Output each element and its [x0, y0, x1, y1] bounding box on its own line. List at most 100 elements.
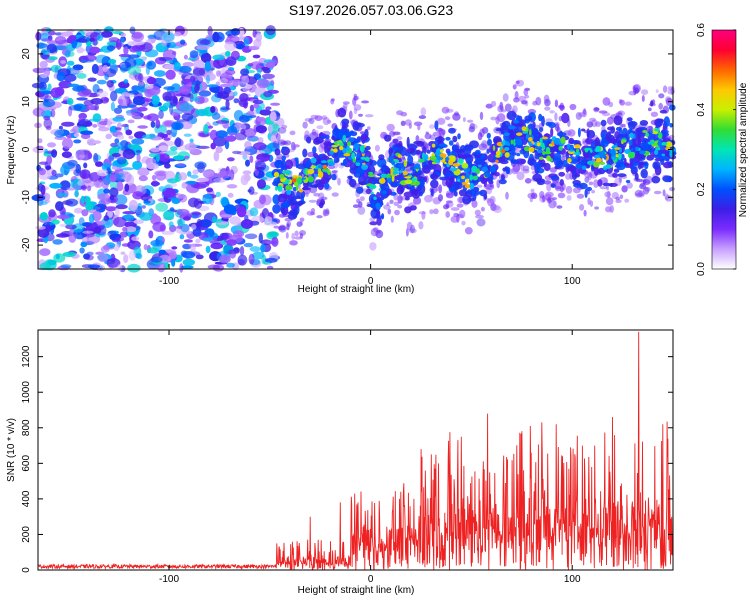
noise-cell	[90, 98, 104, 105]
halo-cell	[310, 208, 316, 213]
noise-cell	[107, 59, 117, 64]
noise-cell	[173, 32, 182, 37]
signal-cell	[397, 146, 407, 157]
noise-cell	[233, 91, 238, 96]
peak-cell	[297, 177, 302, 184]
halo-cell	[615, 196, 621, 201]
halo-cell	[393, 201, 400, 206]
noise-cell	[162, 32, 175, 42]
noise-cell	[128, 199, 138, 211]
noise-cell	[205, 245, 211, 254]
noise-cell	[83, 54, 97, 62]
noise-cell	[183, 239, 193, 243]
noise-cell	[87, 77, 97, 82]
signal-cell	[615, 126, 622, 132]
signal-cell	[422, 164, 431, 174]
halo-cell	[662, 85, 668, 93]
halo-cell	[299, 230, 306, 236]
peak-cell	[439, 149, 444, 153]
noise-cell	[103, 215, 110, 222]
halo-cell	[572, 187, 581, 194]
peak-cell	[375, 202, 381, 210]
peak-cell	[569, 149, 575, 152]
noise-cell	[71, 38, 77, 49]
noise-cell	[107, 230, 118, 238]
signal-cell	[466, 189, 473, 195]
signal-cell	[638, 162, 648, 165]
signal-cell	[506, 166, 511, 175]
noise-cell	[135, 149, 141, 153]
halo-cell	[454, 111, 459, 116]
noise-cell	[228, 79, 243, 86]
signal-cell	[573, 140, 579, 144]
hot-cell	[322, 164, 328, 170]
halo-cell	[593, 179, 599, 188]
halo-cell	[278, 225, 286, 231]
noise-cell	[123, 46, 129, 55]
signal-cell	[538, 113, 543, 122]
noise-cell	[139, 212, 153, 221]
signal-cell	[584, 188, 588, 198]
noise-cell	[41, 90, 53, 95]
halo-cell	[358, 201, 363, 208]
signal-cell	[430, 173, 439, 181]
halo-cell	[468, 126, 475, 133]
signal-cell	[315, 154, 320, 160]
noise-cell	[249, 104, 255, 112]
halo-cell	[606, 116, 614, 125]
noise-cell	[180, 265, 194, 269]
halo-cell	[316, 215, 323, 219]
halo-cell	[493, 206, 502, 214]
peak-cell	[353, 143, 360, 150]
peak-cell	[528, 146, 535, 153]
noise-cell	[95, 180, 100, 187]
halo-cell	[348, 110, 353, 120]
halo-cell	[576, 193, 585, 199]
noise-cell	[47, 83, 52, 91]
noise-cell	[87, 104, 96, 111]
noise-cell	[76, 73, 87, 79]
halo-cell	[424, 133, 432, 140]
peak-cell	[489, 165, 497, 173]
noise-cell	[176, 163, 186, 167]
peak-cell	[515, 138, 523, 146]
noise-cell	[89, 46, 101, 54]
peak-cell	[595, 145, 602, 153]
signal-cell	[281, 155, 287, 161]
noise-cell	[121, 123, 129, 128]
peak-cell	[393, 167, 400, 172]
signal-cell	[324, 134, 330, 140]
noise-cell	[175, 229, 182, 234]
halo-cell	[524, 178, 532, 184]
noise-cell	[86, 138, 96, 146]
noise-cell	[150, 120, 156, 128]
halo-cell	[461, 220, 466, 226]
snr-series-line	[37, 331, 674, 571]
noise-cell	[86, 251, 94, 256]
noise-cell	[239, 93, 249, 102]
peak-cell	[439, 153, 447, 158]
peak-cell	[531, 140, 534, 144]
signal-cell	[340, 162, 346, 166]
noise-cell	[115, 204, 128, 210]
signal-cell	[384, 170, 392, 175]
halo-cell	[486, 197, 491, 203]
peak-cell	[381, 176, 385, 183]
halo-cell	[373, 227, 379, 233]
noise-cell	[83, 162, 88, 169]
halo-cell	[487, 198, 495, 207]
peak-cell	[503, 132, 510, 137]
noise-cell	[117, 264, 122, 272]
signal-cell	[312, 146, 317, 154]
signal-cell	[453, 191, 458, 197]
halo-cell	[667, 86, 674, 90]
peak-cell	[660, 142, 668, 146]
y-tick-label: 10	[21, 96, 32, 108]
x-tick-label: -100	[159, 276, 179, 287]
noise-cell	[38, 183, 43, 192]
noise-cell	[232, 150, 242, 155]
noise-cell	[32, 107, 45, 117]
signal-cell	[344, 131, 353, 137]
peak-cell	[356, 152, 361, 158]
hot-cell	[461, 175, 465, 180]
